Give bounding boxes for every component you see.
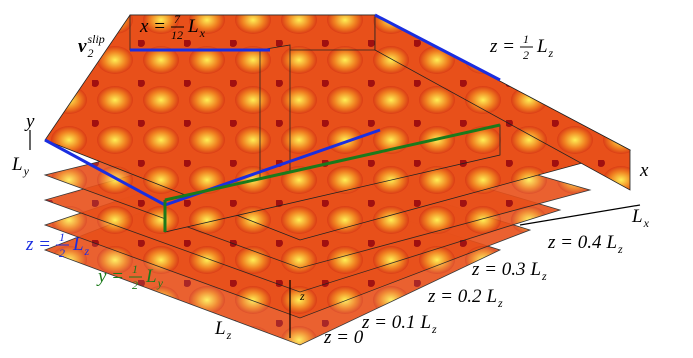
label-sub: x xyxy=(643,216,650,230)
label-sub: 2 xyxy=(87,46,93,60)
label-lhs: z = 0.1 xyxy=(361,312,415,333)
label-lhs: z = xyxy=(25,234,51,255)
label-base: L xyxy=(605,232,617,253)
label-base: L xyxy=(145,266,157,287)
label-sub: z xyxy=(541,269,547,283)
label-sub: z xyxy=(617,242,623,256)
slices xyxy=(45,15,630,345)
label-sub: z xyxy=(431,322,437,336)
label: z xyxy=(299,289,305,303)
label-lhs: z = 0.4 xyxy=(547,232,602,253)
label-lhs: y = xyxy=(96,266,124,287)
frac-den: 2 xyxy=(523,48,529,62)
label-base: L xyxy=(187,16,199,37)
label-sub: z xyxy=(548,46,554,60)
label-base: L xyxy=(529,259,541,280)
frac-num: 1 xyxy=(523,32,529,46)
label-lhs: x = xyxy=(139,16,166,37)
frac-num: 1 xyxy=(132,262,138,276)
label-base: L xyxy=(214,318,226,339)
label-sup: slip xyxy=(87,32,104,46)
label-base: L xyxy=(536,36,548,57)
label: y xyxy=(24,111,35,132)
label-base: L xyxy=(11,154,23,175)
frac-den: 2 xyxy=(132,278,138,292)
label-base: L xyxy=(72,234,84,255)
label-lhs: z = 0.2 xyxy=(427,286,482,307)
label: z = 0 xyxy=(323,327,364,348)
label-sub: x xyxy=(199,26,206,40)
label-sub: z xyxy=(84,244,90,258)
label-sub: y xyxy=(157,276,164,290)
label-base: L xyxy=(419,312,431,333)
frac-num: 7 xyxy=(174,12,181,26)
label-lhs: z = 0.3 xyxy=(471,259,525,280)
figure: x =712Lxv2slipz =12LzyLyxLxz =12Lzy =12L… xyxy=(0,0,693,353)
frac-num: 1 xyxy=(59,230,65,244)
label: x xyxy=(639,160,649,181)
label-sub: z xyxy=(497,296,503,310)
label-sub: y xyxy=(23,164,30,178)
label-base: L xyxy=(631,206,643,227)
frac-den: 2 xyxy=(59,246,65,260)
label-base: L xyxy=(485,286,497,307)
label-sub: z xyxy=(226,328,232,342)
label-base: v xyxy=(78,36,87,57)
frac-den: 12 xyxy=(171,28,183,42)
label-lhs: z = xyxy=(489,36,515,57)
